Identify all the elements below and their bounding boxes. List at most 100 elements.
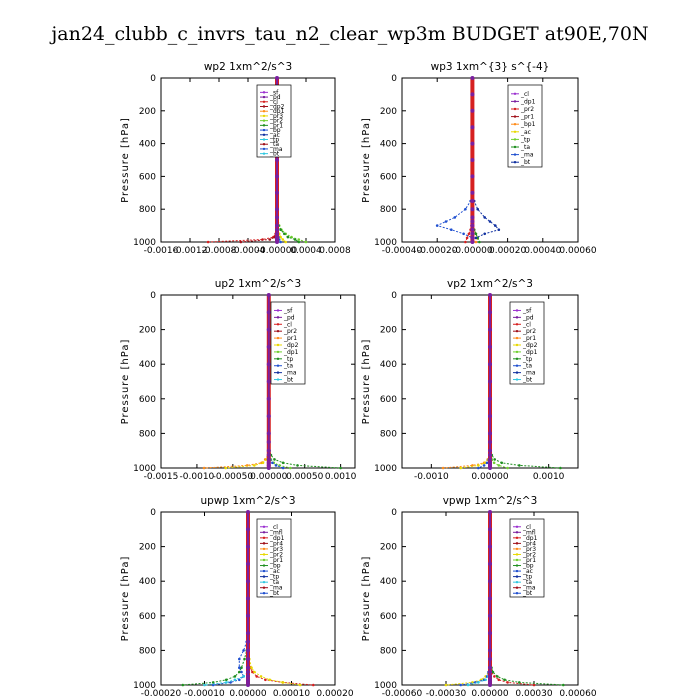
zero-profile-point [488,613,492,618]
x-tick-label: -0.0008 [202,246,237,256]
legend-marker [515,531,519,534]
legend-label: _pr1 [283,335,297,342]
data-point [488,220,492,223]
legend-label: _dp1 [269,108,285,115]
legend-marker [262,138,266,141]
legend-marker [515,364,519,367]
x-tick-label: 0.0008 [319,246,351,256]
data-point [238,678,241,682]
plot-frame [160,294,356,469]
x-tick-label: -0.00060 [382,689,423,699]
data-point [297,240,301,244]
legend-label: _sf [269,89,279,96]
y-tick-label: 400 [139,140,156,150]
data-point [562,683,565,687]
data-point [467,232,471,236]
y-tick-label: 1000 [374,464,397,474]
legend-marker [276,364,280,367]
zero-profile-point [266,453,271,457]
data-point [286,235,290,239]
legend-label: _bp1 [520,121,536,128]
data-point [261,461,265,465]
y-tick-label: 400 [380,140,397,150]
series-line-pr1 [445,512,491,686]
legend-marker [262,547,266,551]
panel-title: vpwp 1xm^2/s^3 [443,495,538,507]
legend-marker [262,95,266,99]
zero-profile-point [488,544,492,549]
legend-marker [262,525,266,528]
zero-profile-point [470,223,475,228]
zero-profile-point [275,223,279,228]
legend-label: _bp [522,563,534,570]
zero-profile-point [246,639,250,644]
y-tick-label: 400 [139,577,156,587]
data-point [203,683,206,687]
zero-profile-point [488,379,492,384]
data-point [518,681,521,684]
panel-wp3: wp3 1xm^{3} s^{-4} Pressure [hPa] 0 200 400 6… [361,61,597,256]
legend-label: _ta [520,144,530,151]
legend-label: _ac [522,568,533,575]
zero-profile-point [470,125,475,130]
data-point [492,461,496,465]
zero-profile-point [488,327,492,332]
data-point [435,224,439,227]
y-axis-label: Pressure [hPa] [120,339,131,425]
data-point [304,240,308,244]
x-tick-label: -0.0016 [144,246,179,256]
data-point [494,224,497,227]
legend-label: _tp [269,137,279,144]
data-point [240,666,243,669]
zero-profile-point [470,92,475,97]
zero-profile-point [470,235,475,240]
data-point [242,649,245,652]
legend-label: _pd [522,314,534,321]
legend-label: _bt [283,377,294,384]
data-point [532,683,536,687]
data-point [441,466,445,470]
y-tick-label: 600 [380,172,397,182]
zero-profile-point [470,141,475,146]
legend-box [507,84,543,168]
y-tick-label: 200 [139,326,156,336]
zero-profile-point [488,310,492,315]
zero-profile-point [488,440,492,444]
y-tick-label: 400 [380,360,397,370]
legend-marker [262,531,266,534]
zero-profile-point [266,344,271,349]
data-point [202,466,206,470]
legend-marker [513,100,517,103]
data-point [253,464,256,467]
data-point [296,464,299,467]
data-point [478,240,481,244]
legend-label: _bt [520,159,531,166]
x-tick-label: 0.00050 [286,472,323,482]
legend-marker [262,105,266,108]
y-tick-label: 0 [391,74,397,84]
legend-marker [515,350,519,354]
legend-label: _ma [520,152,534,159]
data-point [229,681,232,684]
zero-profile-point [246,561,250,566]
x-tick-label: 0.00010 [273,689,310,699]
legend-marker [513,115,517,118]
x-tick-label: 0.00000 [471,689,508,699]
zero-profile-point [246,596,250,601]
legend-label: _dp2 [269,104,285,111]
data-point [506,466,509,470]
legend-marker [276,336,280,340]
x-tick-label: 0.00060 [559,246,596,256]
legend-marker [515,575,519,578]
y-axis-label: Pressure [hPa] [361,556,372,642]
y-tick-label: 0 [150,508,156,518]
data-point [503,678,507,682]
legend-marker [262,575,266,578]
legend-marker [513,138,517,141]
legend-label: _ma [522,370,536,377]
legend-label: _ta [269,141,279,148]
legend-marker [262,124,266,127]
series-line-pr2 [443,295,491,469]
legend-label: _pr2 [522,551,536,558]
